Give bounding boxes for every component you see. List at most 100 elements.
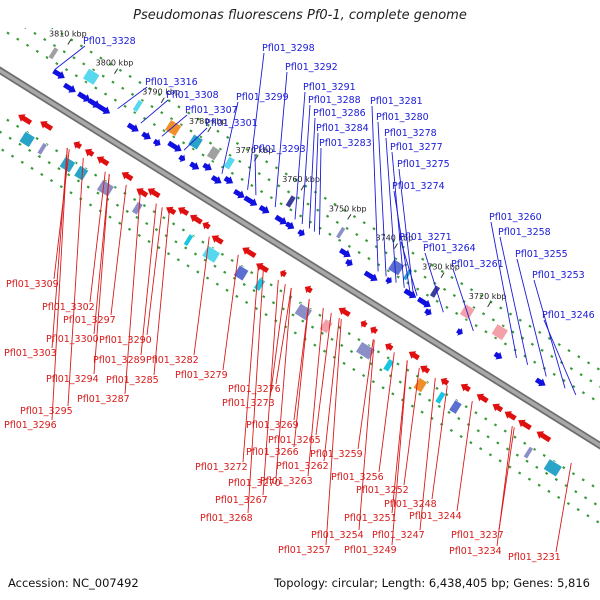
forward-leader-line — [117, 86, 148, 110]
forward-leader-line — [183, 127, 208, 151]
reverse-leader-line — [307, 307, 324, 477]
reverse-gene-arrow — [476, 393, 489, 404]
forward-gene-arrow — [152, 138, 161, 147]
reverse-gene-arrow — [18, 114, 33, 125]
reverse-gene-label: Pfl01_3290 — [99, 335, 152, 346]
dotted-guide-line — [0, 130, 600, 509]
reverse-gene-label: Pfl01_3273 — [222, 398, 275, 409]
reverse-gene-label: Pfl01_3296 — [4, 420, 57, 431]
reverse-leader-line — [124, 193, 141, 395]
reverse-leader-line — [293, 299, 310, 421]
reverse-gene-label: Pfl01_3247 — [372, 530, 425, 541]
forward-feature-box — [164, 119, 183, 137]
reverse-feature-box — [382, 358, 395, 373]
forward-gene-arrow — [87, 98, 100, 108]
forward-gene-label: Pfl01_3291 — [303, 82, 356, 93]
forward-gene-arrow — [385, 276, 392, 285]
kbp-tick-mark — [160, 97, 165, 104]
reverse-leader-line — [357, 339, 374, 450]
forward-leader-line — [308, 117, 316, 229]
forward-gene-label: Pfl01_3260 — [489, 212, 542, 223]
reverse-leader-line — [315, 312, 332, 436]
kbp-tick-label: 3810 kbp — [49, 29, 87, 38]
reverse-gene-label: Pfl01_3266 — [246, 447, 299, 458]
forward-gene-arrow — [202, 162, 212, 171]
reverse-gene-label: Pfl01_3270 — [228, 478, 281, 489]
reverse-gene-label: Pfl01_3231 — [508, 552, 561, 563]
reverse-gene-label: Pfl01_3279 — [175, 370, 228, 381]
reverse-gene-arrow — [136, 188, 149, 198]
kbp-tick-label: 3730 kbp — [422, 263, 460, 272]
kbp-tick-label: 3720 kbp — [469, 292, 507, 301]
forward-gene-arrow — [126, 122, 139, 132]
reverse-leader-line — [53, 149, 70, 280]
forward-gene-arrow — [456, 327, 463, 336]
genome-backbone — [0, 68, 600, 448]
reverse-gene-arrow — [256, 263, 269, 273]
forward-gene-label: Pfl01_3284 — [316, 123, 369, 134]
forward-gene-label: Pfl01_3255 — [515, 249, 568, 260]
forward-gene-label: Pfl01_3264 — [423, 243, 476, 254]
reverse-gene-label: Pfl01_3237 — [451, 530, 504, 541]
reverse-leader-line — [496, 425, 513, 547]
reverse-gene-label: Pfl01_3268 — [200, 513, 253, 524]
kbp-tick-label: 3750 kbp — [329, 204, 367, 213]
forward-leader-line — [543, 319, 577, 396]
reverse-gene-label: Pfl01_3254 — [311, 530, 364, 541]
kbp-tick-label: 3770 kbp — [236, 146, 274, 155]
forward-gene-arrow — [63, 82, 76, 93]
forward-gene-arrow — [233, 189, 245, 199]
reverse-gene-label: Pfl01_3294 — [46, 374, 99, 385]
forward-gene-label: Pfl01_3253 — [532, 270, 585, 281]
forward-gene-arrow — [243, 195, 258, 206]
forward-gene-label: Pfl01_3283 — [319, 138, 372, 149]
forward-leader-line — [313, 132, 319, 232]
forward-gene-label: Pfl01_3281 — [370, 96, 423, 107]
forward-leader-line — [254, 153, 257, 196]
forward-gene-arrow — [189, 161, 200, 170]
kbp-tick-label: 3760 kbp — [282, 175, 320, 184]
forward-leader-line — [274, 71, 288, 208]
forward-gene-arrow — [424, 308, 432, 316]
reverse-feature-box — [542, 458, 563, 478]
reverse-gene-arrow — [85, 148, 95, 157]
forward-leader-line — [516, 258, 547, 377]
reverse-leader-line — [110, 184, 127, 316]
forward-feature-box — [387, 258, 406, 277]
forward-feature-box — [187, 133, 204, 151]
forward-gene-arrow — [417, 296, 431, 308]
reverse-gene-arrow — [96, 156, 110, 167]
reverse-feature-box — [96, 179, 115, 198]
reverse-leader-line — [193, 236, 210, 356]
reverse-gene-arrow — [121, 171, 134, 182]
reverse-leader-line — [419, 377, 436, 531]
reverse-gene-label: Pfl01_3263 — [260, 476, 313, 487]
reverse-leader-line — [51, 147, 68, 349]
reverse-gene-arrow — [460, 383, 471, 392]
reverse-feature-box — [434, 390, 447, 405]
forward-feature-box — [335, 226, 347, 240]
forward-leader-line — [294, 91, 306, 220]
forward-gene-label: Pfl01_3277 — [390, 142, 443, 153]
kbp-tick-mark — [440, 272, 445, 278]
kbp-tick-label: 3780 kbp — [189, 117, 227, 126]
reverse-feature-box — [36, 142, 48, 156]
forward-feature-box — [429, 284, 441, 299]
forward-gene-label: Pfl01_3261 — [451, 259, 504, 270]
kbp-tick-mark — [114, 68, 119, 74]
forward-gene-label: Pfl01_3292 — [285, 62, 338, 73]
forward-gene-arrow — [403, 288, 417, 299]
reverse-feature-box — [448, 399, 463, 415]
reverse-leader-line — [391, 360, 408, 546]
forward-leader-line — [391, 151, 405, 288]
forward-leader-line — [247, 52, 265, 190]
forward-gene-arrow — [274, 214, 287, 225]
reverse-leader-line — [140, 203, 157, 356]
forward-gene-arrow — [141, 131, 151, 140]
kbp-tick-mark — [393, 243, 398, 249]
forward-gene-label: Pfl01_3301 — [205, 118, 258, 129]
forward-gene-arrow — [285, 221, 295, 230]
reverse-gene-arrow — [73, 141, 82, 149]
forward-leader-line — [318, 147, 322, 235]
